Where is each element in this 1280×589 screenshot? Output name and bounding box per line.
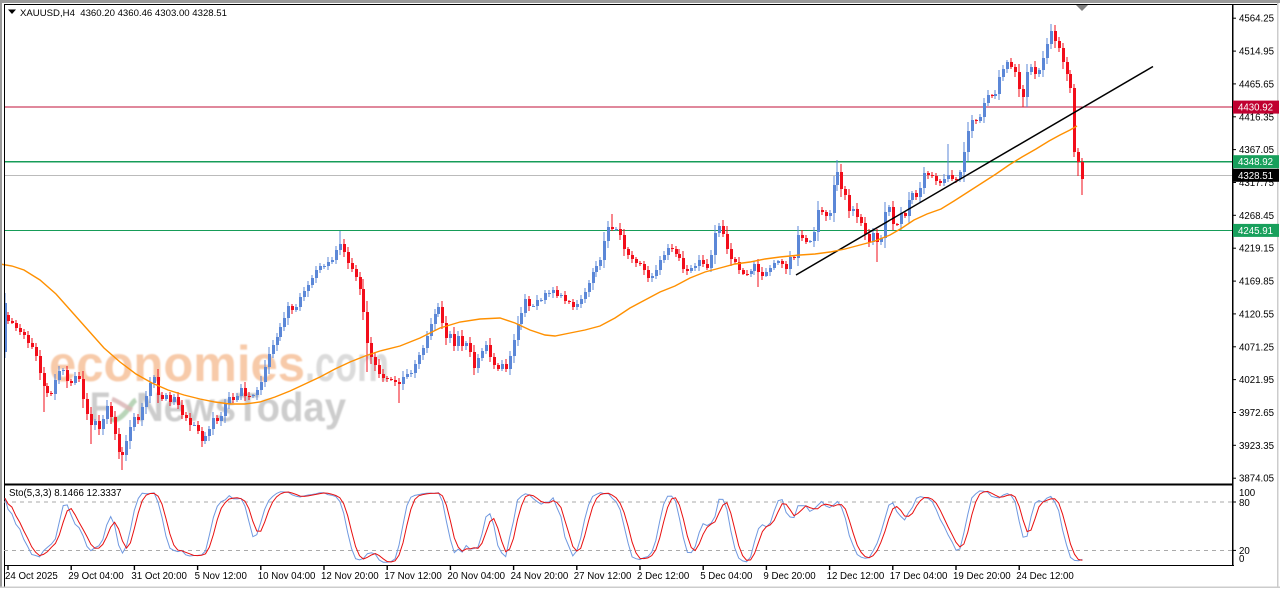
svg-text:10 Nov 04:00: 10 Nov 04:00 (258, 571, 316, 582)
svg-text:29 Oct 04:00: 29 Oct 04:00 (68, 571, 124, 582)
svg-text:2 Dec 12:00: 2 Dec 12:00 (637, 571, 690, 582)
svg-text:XAUUSD,H4 4360.20 4360.46 430: XAUUSD,H4 4360.20 4360.46 4303.00 4328.5… (20, 8, 227, 19)
svg-text:12 Dec 12:00: 12 Dec 12:00 (827, 571, 885, 582)
svg-text:Sto(5,3,3) 8.1466 12.3337: Sto(5,3,3) 8.1466 12.3337 (9, 488, 122, 499)
svg-text:24 Oct 2025: 24 Oct 2025 (5, 571, 58, 582)
svg-text:20: 20 (1239, 546, 1250, 557)
svg-text:4514.95: 4514.95 (1239, 47, 1274, 58)
svg-text:4465.65: 4465.65 (1239, 79, 1274, 90)
svg-text:27 Nov 12:00: 27 Nov 12:00 (574, 571, 632, 582)
svg-text:4169.85: 4169.85 (1239, 277, 1274, 288)
svg-text:4564.25: 4564.25 (1239, 14, 1274, 25)
svg-text:4348.92: 4348.92 (1238, 157, 1273, 168)
svg-text:4367.05: 4367.05 (1239, 145, 1274, 156)
svg-text:4430.92: 4430.92 (1238, 103, 1273, 114)
svg-text:4317.75: 4317.75 (1239, 178, 1274, 189)
svg-text:5 Dec 04:00: 5 Dec 04:00 (700, 571, 753, 582)
svg-text:F: F (90, 384, 110, 430)
svg-text:4245.91: 4245.91 (1238, 226, 1273, 237)
svg-text:4416.35: 4416.35 (1239, 112, 1274, 123)
svg-text:4071.25: 4071.25 (1239, 342, 1274, 353)
svg-text:4268.45: 4268.45 (1239, 211, 1274, 222)
svg-text:4328.51: 4328.51 (1238, 171, 1273, 182)
svg-text:100: 100 (1239, 488, 1256, 499)
svg-text:12 Nov 20:00: 12 Nov 20:00 (321, 571, 379, 582)
svg-text:20 Nov 04:00: 20 Nov 04:00 (447, 571, 505, 582)
svg-text:3923.35: 3923.35 (1239, 441, 1274, 452)
svg-text:9 Dec 20:00: 9 Dec 20:00 (763, 571, 816, 582)
svg-text:4120.55: 4120.55 (1239, 309, 1274, 320)
svg-text:4021.95: 4021.95 (1239, 375, 1274, 386)
svg-text:80: 80 (1239, 498, 1250, 509)
svg-text:17 Nov 12:00: 17 Nov 12:00 (384, 571, 442, 582)
svg-text:19 Dec 20:00: 19 Dec 20:00 (953, 571, 1011, 582)
svg-text:24 Nov 20:00: 24 Nov 20:00 (511, 571, 569, 582)
svg-text:24 Dec 12:00: 24 Dec 12:00 (1016, 571, 1074, 582)
svg-text:31 Oct 20:00: 31 Oct 20:00 (131, 571, 187, 582)
svg-text:17 Dec 04:00: 17 Dec 04:00 (890, 571, 948, 582)
svg-text:5 Nov 12:00: 5 Nov 12:00 (195, 571, 248, 582)
svg-text:0: 0 (1239, 554, 1245, 565)
svg-text:4219.15: 4219.15 (1239, 244, 1274, 255)
svg-text:3972.65: 3972.65 (1239, 408, 1274, 419)
svg-text:3874.05: 3874.05 (1239, 474, 1274, 485)
